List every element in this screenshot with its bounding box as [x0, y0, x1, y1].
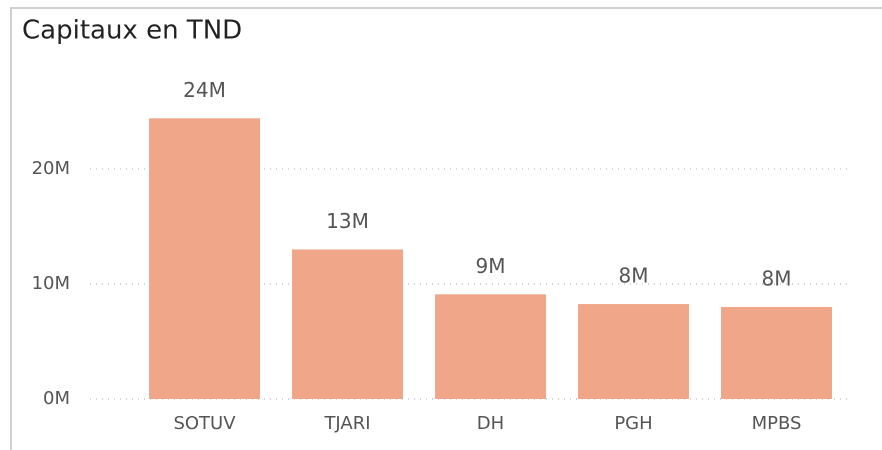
x-tick-label: SOTUV — [173, 413, 236, 434]
data-label: 13M — [326, 209, 369, 233]
data-label: 8M — [762, 266, 792, 290]
y-tick-label: 0M — [43, 388, 70, 409]
bar — [578, 304, 689, 399]
bar — [149, 118, 260, 399]
bar — [435, 294, 546, 399]
x-tick-label: TJARI — [323, 413, 370, 434]
x-tick-label: PGH — [614, 413, 652, 434]
bar — [721, 306, 832, 399]
x-tick-label: MPBS — [752, 413, 802, 434]
bar — [292, 249, 403, 399]
data-label: 9M — [476, 254, 506, 278]
data-label: 8M — [619, 264, 649, 288]
data-label: 24M — [183, 78, 226, 102]
chart-title: Capitaux en TND — [22, 16, 242, 46]
x-tick-label: DH — [477, 413, 504, 434]
y-tick-label: 10M — [32, 273, 70, 294]
y-tick-label: 20M — [32, 158, 70, 179]
